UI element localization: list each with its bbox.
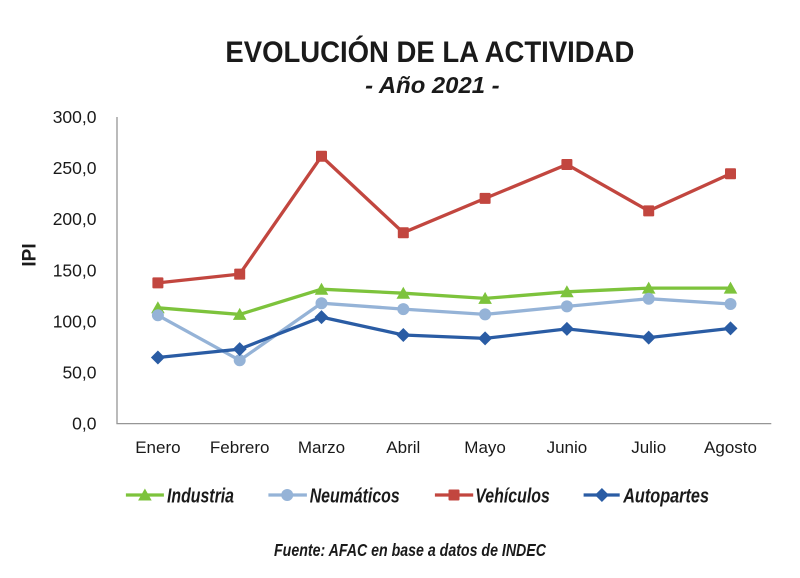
svg-text:Abril: Abril [386,438,420,457]
svg-text:Neumáticos: Neumáticos [310,486,400,508]
svg-text:Marzo: Marzo [298,438,345,457]
svg-text:Agosto: Agosto [704,438,757,457]
svg-text:100,0: 100,0 [53,311,97,331]
svg-text:EVOLUCIÓN DE LA ACTIVIDAD: EVOLUCIÓN DE LA ACTIVIDAD [225,35,634,69]
svg-text:Industria: Industria [167,486,234,508]
svg-text:IPI: IPI [19,243,40,266]
svg-text:Fuente: AFAC en base a datos d: Fuente: AFAC en base a datos de INDEC [274,540,546,560]
svg-text:Mayo: Mayo [464,438,506,457]
svg-text:Junio: Junio [547,438,588,457]
svg-text:250,0: 250,0 [53,158,97,178]
svg-text:200,0: 200,0 [53,209,97,229]
svg-text:300,0: 300,0 [53,107,97,127]
svg-text:150,0: 150,0 [53,260,97,280]
svg-text:Enero: Enero [135,438,180,457]
svg-text:Vehículos: Vehículos [475,486,550,508]
svg-text:Febrero: Febrero [210,438,270,457]
svg-text:Autopartes: Autopartes [622,486,709,508]
svg-text:Julio: Julio [631,438,666,457]
svg-text:- Año 2021 -: - Año 2021 - [365,72,499,98]
svg-text:50,0: 50,0 [62,363,96,383]
svg-text:0,0: 0,0 [72,414,97,434]
